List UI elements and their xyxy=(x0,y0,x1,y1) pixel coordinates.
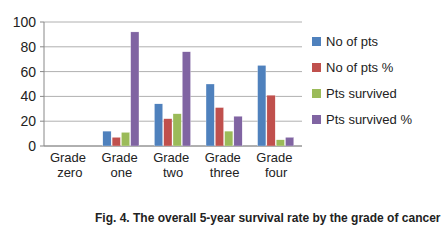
legend-swatch xyxy=(312,63,321,72)
y-tick xyxy=(40,146,44,147)
bar xyxy=(79,146,87,147)
legend-label: Pts survived % xyxy=(326,112,412,127)
y-tick-label: 60 xyxy=(20,64,36,80)
bar xyxy=(234,116,242,146)
grid-line xyxy=(44,22,302,23)
y-tick xyxy=(40,46,44,47)
bar xyxy=(225,131,233,146)
bar xyxy=(103,131,111,146)
bar xyxy=(276,140,284,146)
y-tick-label: 100 xyxy=(13,14,37,30)
legend-swatch xyxy=(312,89,321,98)
y-tick xyxy=(40,96,44,97)
bar xyxy=(173,114,181,146)
y-tick-label: 80 xyxy=(20,39,36,55)
chart-container: 0 20 40 60 80 100 Grade zero Grade one Grade two… xyxy=(0,0,444,233)
bar xyxy=(131,32,139,146)
bar xyxy=(164,119,172,146)
bar xyxy=(182,52,190,146)
x-tick-label: Grade zero xyxy=(50,150,90,180)
y-tick-label: 0 xyxy=(28,138,36,154)
y-tick-label: 20 xyxy=(20,113,36,129)
bar xyxy=(61,146,69,147)
bar xyxy=(258,65,266,146)
y-tick xyxy=(40,22,44,23)
bar xyxy=(51,146,59,147)
legend-swatch xyxy=(312,37,321,46)
legend-swatch xyxy=(312,115,321,124)
chart: 0 20 40 60 80 100 Grade zero Grade one Grade two… xyxy=(0,0,444,233)
y-tick xyxy=(40,71,44,72)
bar xyxy=(215,108,223,146)
y-axis xyxy=(44,22,45,146)
bar xyxy=(70,146,78,147)
caption: Fig. 4. The overall 5-year survival rate… xyxy=(95,211,441,225)
bar xyxy=(112,137,120,146)
legend: No of pts No of pts % Pts survived Pts surv… xyxy=(312,34,412,127)
x-tick-label: Grade four xyxy=(256,150,296,180)
legend-label: Pts survived xyxy=(326,86,397,101)
grid xyxy=(40,22,302,146)
grid-line xyxy=(44,46,302,47)
x-tick-label: Grade one xyxy=(102,150,142,180)
bars xyxy=(103,32,294,146)
bar xyxy=(154,104,162,146)
y-tick xyxy=(40,121,44,122)
bar xyxy=(267,95,275,146)
x-tick-label: Grade two xyxy=(153,150,193,180)
bar xyxy=(206,84,214,146)
legend-label: No of pts xyxy=(326,34,379,49)
x-tick-label: Grade three xyxy=(205,150,245,180)
y-tick-label: 40 xyxy=(20,88,36,104)
bar xyxy=(285,137,293,146)
legend-label: No of pts % xyxy=(326,60,394,75)
bar xyxy=(121,132,129,146)
